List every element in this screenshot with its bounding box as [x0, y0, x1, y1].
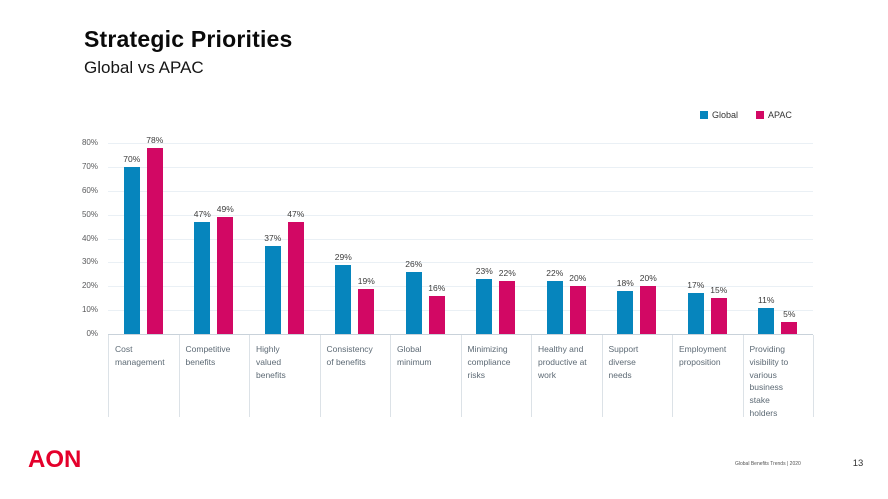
bar-value-label: 19% [357, 276, 375, 286]
bar-value-label: 16% [428, 283, 446, 293]
bar-apac [640, 286, 657, 334]
category-separator [319, 335, 321, 417]
gridline [108, 166, 813, 168]
y-axis-tick-label: 30% [81, 257, 98, 267]
bar-global [405, 272, 422, 334]
bar-global [758, 308, 775, 334]
category-separator [672, 335, 673, 417]
bar-value-label: 26% [405, 259, 423, 269]
legend-label: Global [712, 110, 739, 120]
gridline [108, 238, 813, 240]
bar-value-label: 11% [758, 295, 775, 305]
bar-value-label: 5% [783, 309, 796, 319]
category-separator [531, 335, 532, 417]
category-label: Support diverse needs [608, 344, 639, 380]
gridline [108, 190, 813, 192]
category-separator [813, 335, 814, 417]
y-axis-tick-label: 20% [81, 281, 98, 291]
category-separator [742, 335, 744, 417]
category-label: Global minimum [397, 344, 432, 367]
bar-global [546, 281, 563, 334]
bar-value-label: 18% [616, 278, 634, 288]
bar-value-label: 22% [498, 268, 516, 278]
bar-value-label: 20% [639, 273, 657, 283]
bar-apac [569, 286, 586, 334]
y-axis-tick-label: 40% [81, 233, 98, 243]
bar-global [264, 246, 281, 334]
category-separator [390, 335, 391, 417]
category-separator [601, 335, 603, 417]
bar-value-label: 70% [123, 154, 141, 164]
y-axis-tick-label: 60% [81, 185, 98, 195]
bar-value-label: 78% [146, 135, 164, 145]
bar-apac [287, 222, 304, 334]
bar-value-label: 47% [287, 209, 305, 219]
y-axis-tick-label: 0% [86, 329, 98, 338]
y-axis-tick-label: 50% [81, 209, 98, 219]
footer-doc-title: Global Benefits Trends | 2020 [735, 461, 801, 467]
bar-value-label: 15% [710, 285, 728, 295]
category-separator [460, 335, 462, 417]
y-axis-tick-label: 70% [81, 161, 98, 171]
category-separator [249, 335, 250, 417]
category-label: Cost management [115, 344, 165, 367]
bar-apac [217, 217, 234, 334]
gridline [108, 262, 813, 264]
category-label: Employment proposition [679, 344, 727, 367]
category-label: Minimizing compliance risks [467, 344, 511, 380]
bar-value-label: 23% [475, 266, 493, 276]
bar-apac [499, 281, 516, 334]
bar-value-label: 22% [546, 268, 564, 278]
bar-apac [358, 289, 375, 334]
bar-apac [781, 322, 798, 334]
x-axis-line [108, 334, 813, 335]
legend-swatch-global [700, 111, 708, 119]
category-label: Consistency of benefits [326, 344, 373, 367]
bar-global [476, 279, 493, 334]
legend-item-global: Global [700, 110, 738, 120]
category-label: Healthy and productive at work [538, 344, 587, 380]
bar-value-label: 47% [193, 209, 211, 219]
bar-value-label: 29% [334, 252, 352, 262]
category-label: Competitive benefits [185, 344, 231, 367]
bar-value-label: 37% [264, 233, 282, 243]
page-title: Strategic Priorities [84, 26, 293, 52]
gridline [108, 286, 813, 288]
legend-item-apac: APAC [756, 110, 792, 120]
bar-value-label: 17% [687, 280, 705, 290]
bar-global [123, 167, 140, 334]
chart-legend: Global APAC [700, 110, 792, 120]
gridline [108, 310, 813, 312]
y-axis-tick-label: 10% [81, 305, 98, 315]
bar-global [687, 293, 704, 334]
bar-apac [428, 296, 445, 334]
aon-logo: AON [28, 446, 82, 473]
bar-apac [146, 148, 163, 334]
category-separator [108, 335, 109, 417]
category-label: Highly valued benefits [256, 344, 286, 380]
bar-global [617, 291, 634, 334]
gridline [108, 214, 813, 216]
legend-swatch-apac [756, 111, 765, 119]
legend-label: APAC [768, 110, 792, 120]
page-number: 13 [852, 458, 864, 469]
category-label: Providing visibility to various business… [749, 344, 789, 418]
category-separator [178, 335, 180, 417]
bar-global [335, 265, 352, 334]
bar-value-label: 49% [216, 204, 234, 214]
page-subtitle: Global vs APAC [84, 58, 204, 77]
bar-apac [710, 298, 727, 334]
bar-value-label: 20% [569, 273, 587, 283]
bar-global [194, 222, 211, 334]
gridline [108, 143, 813, 144]
y-axis-tick-label: 80% [81, 138, 98, 147]
